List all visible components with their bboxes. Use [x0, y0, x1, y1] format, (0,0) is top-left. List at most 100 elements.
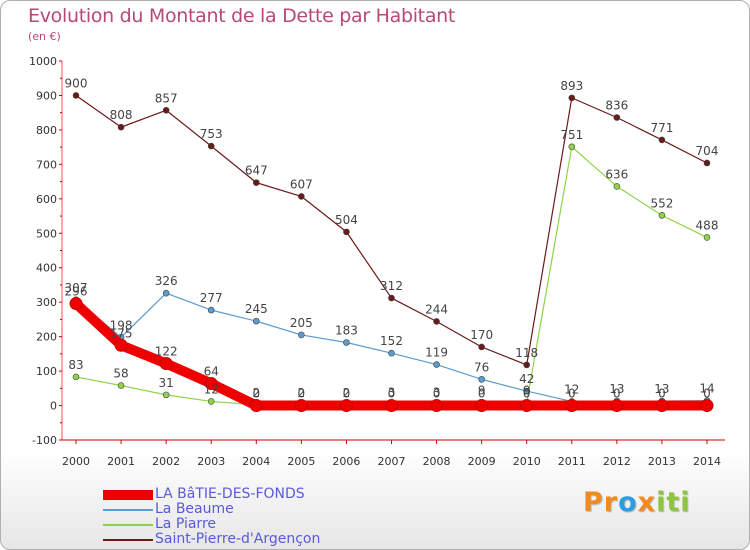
data-label: 244 — [425, 302, 448, 316]
x-tick-label: 2012 — [603, 455, 631, 468]
data-label: 607 — [290, 177, 313, 191]
x-tick-label: 2010 — [513, 455, 541, 468]
data-point — [339, 399, 353, 413]
data-label: 9 — [478, 383, 486, 397]
logo-part: o — [618, 487, 638, 518]
data-label: 753 — [200, 127, 223, 141]
data-point — [568, 94, 576, 102]
data-label: 808 — [110, 108, 133, 122]
data-point — [114, 338, 128, 352]
data-point — [343, 339, 350, 346]
x-tick-label: 2006 — [332, 455, 360, 468]
data-label: 0 — [388, 387, 396, 401]
data-point — [610, 399, 624, 413]
data-label: 76 — [474, 360, 489, 374]
data-label: 0 — [613, 387, 621, 401]
data-point — [207, 142, 215, 150]
data-point — [162, 289, 170, 297]
data-label: 31 — [159, 376, 174, 390]
data-label: 296 — [65, 285, 88, 299]
data-label: 312 — [380, 279, 403, 293]
data-label: 857 — [155, 91, 178, 105]
data-point — [388, 349, 395, 357]
x-tick-label: 2014 — [693, 455, 721, 468]
data-label: 152 — [380, 334, 403, 348]
data-label: 170 — [470, 328, 493, 342]
data-label: 277 — [200, 291, 223, 305]
data-point — [613, 114, 621, 121]
data-point — [703, 234, 711, 241]
data-label: 13 — [654, 382, 669, 396]
data-label: 119 — [425, 346, 448, 360]
data-label: 0 — [343, 387, 351, 401]
data-point — [249, 399, 263, 413]
legend-swatch — [103, 489, 153, 500]
legend-item: Saint-Pierre-d'Argençon — [103, 532, 320, 547]
data-label: 0 — [478, 387, 486, 401]
y-tick-label: 400 — [36, 262, 57, 275]
data-point — [162, 106, 170, 114]
legend-item: La Piarre — [103, 517, 320, 532]
legend-label: Saint-Pierre-d'Argençon — [155, 531, 321, 547]
data-label: 0 — [703, 387, 711, 401]
logo-part: iti — [656, 487, 691, 518]
data-point — [478, 343, 485, 351]
data-label: 3 — [433, 386, 441, 400]
data-point — [475, 399, 489, 413]
data-label: 552 — [650, 196, 673, 210]
data-label: 9 — [523, 383, 531, 397]
x-tick-label: 2007 — [378, 455, 406, 468]
data-point — [520, 399, 534, 413]
y-tick-label: 200 — [36, 331, 57, 344]
y-tick-label: 500 — [36, 227, 57, 240]
y-tick-label: -100 — [32, 434, 57, 447]
y-tick-label: 0 — [50, 400, 57, 413]
logo-part: Pr — [583, 487, 619, 518]
data-point — [478, 376, 485, 383]
data-label: 0 — [568, 387, 576, 401]
data-label: 245 — [245, 302, 268, 316]
data-point — [69, 297, 83, 311]
data-label: 2 — [298, 386, 306, 400]
data-label: 326 — [155, 274, 178, 288]
data-label: 751 — [560, 128, 583, 142]
data-label: 2 — [252, 386, 260, 400]
data-point — [72, 92, 80, 99]
chart-title: Evolution du Montant de la Dette par Hab… — [28, 5, 456, 27]
data-point — [613, 183, 621, 190]
data-point — [207, 306, 215, 314]
data-point — [658, 212, 666, 219]
data-label: 504 — [335, 213, 358, 227]
legend-label: La Piarre — [155, 516, 217, 532]
data-label: 0 — [658, 387, 666, 401]
data-point — [162, 391, 170, 399]
data-point — [298, 331, 305, 339]
data-point — [655, 399, 669, 413]
data-point — [252, 179, 260, 186]
legend-item: La Beaume — [103, 502, 320, 517]
data-point — [568, 143, 576, 151]
data-label: 2 — [343, 386, 351, 400]
data-label: 893 — [560, 79, 583, 93]
data-label: 0 — [523, 387, 531, 401]
data-point — [298, 193, 305, 200]
data-point — [523, 361, 531, 369]
data-label: 118 — [515, 346, 538, 360]
data-label: 12 — [204, 382, 219, 396]
data-label: 636 — [605, 167, 628, 181]
data-label: 42 — [519, 372, 534, 386]
legend-item: LA BâTIE-DES-FONDS — [103, 487, 320, 502]
data-label: 13 — [609, 382, 624, 396]
data-label: 836 — [605, 99, 628, 113]
data-label: 14 — [699, 382, 714, 396]
x-tick-label: 2009 — [468, 455, 496, 468]
data-point — [433, 361, 440, 368]
y-tick-label: 1000 — [29, 55, 57, 68]
data-point — [294, 399, 308, 413]
data-label: 0 — [252, 387, 260, 401]
data-label: 12 — [564, 382, 579, 396]
x-tick-label: 2013 — [648, 455, 676, 468]
x-tick-label: 2001 — [107, 455, 135, 468]
data-label: 900 — [65, 76, 88, 90]
